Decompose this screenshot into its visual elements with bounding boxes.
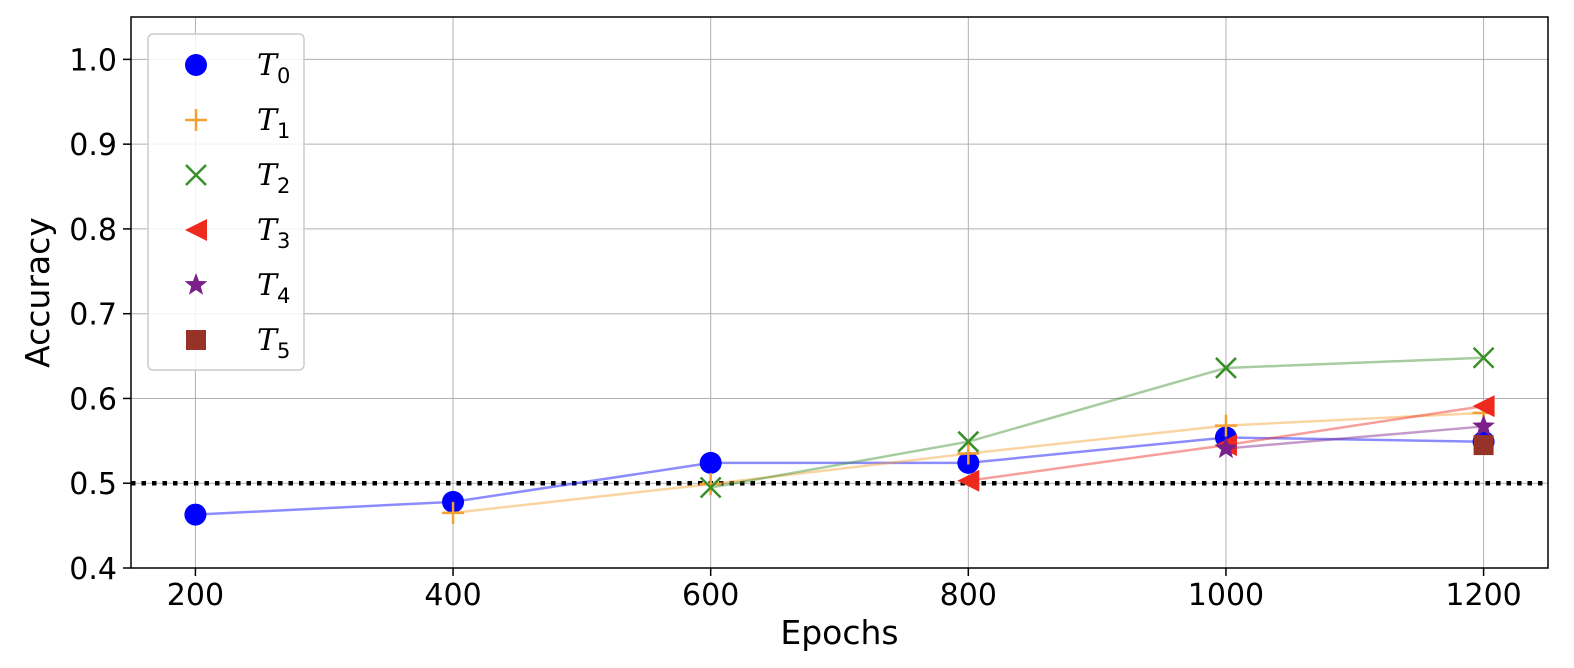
legend-label: T2	[257, 158, 290, 198]
data-point-triangle-left	[1472, 395, 1495, 418]
data-point-x	[957, 430, 980, 453]
data-point-circle	[699, 451, 722, 474]
legend-item: T2	[185, 158, 290, 198]
series-t2	[699, 346, 1495, 499]
legend-label-subscript: 5	[277, 339, 290, 363]
series-line	[1225, 425, 1484, 450]
legend-label: T5	[257, 323, 290, 363]
data-point-plus	[699, 473, 722, 496]
legend-label-symbol: T	[257, 213, 279, 248]
legend-marker-plus	[185, 109, 207, 131]
data-point-plus	[442, 501, 465, 524]
data-point-circle	[442, 490, 465, 513]
data-point-star	[1214, 436, 1238, 459]
y-tick-label: 0.8	[69, 213, 117, 248]
legend-item: T3	[185, 213, 290, 253]
y-tick-label: 0.9	[69, 128, 117, 163]
legend-label: T4	[257, 268, 290, 308]
legend-label: T3	[257, 213, 290, 253]
plot-frame	[130, 16, 1549, 569]
legend-marker-square	[186, 330, 206, 350]
legend-box	[147, 33, 305, 371]
legend-marker-x	[185, 164, 207, 186]
legend-marker-star	[184, 273, 208, 295]
data-point-square	[1473, 435, 1494, 456]
legend-label-symbol: T	[257, 268, 279, 303]
data-point-plus	[957, 442, 980, 465]
data-point-x	[1215, 357, 1237, 379]
series-t5	[1473, 435, 1494, 456]
legend-marker-triangle-left	[185, 219, 207, 241]
series-t1	[442, 401, 1495, 524]
y-tick-label: 0.7	[69, 298, 117, 333]
series-line	[195, 436, 1484, 516]
y-tick-label: 1.0	[69, 43, 117, 78]
series-t4	[1214, 414, 1495, 459]
x-tick-label: 1000	[1188, 578, 1264, 613]
legend-label: T1	[257, 103, 290, 143]
legend-label-subscript: 2	[277, 174, 290, 198]
legend-label: T0	[257, 48, 290, 88]
legend-item: T0	[185, 48, 290, 88]
legend-label-subscript: 1	[277, 119, 290, 143]
y-tick-label: 0.6	[69, 382, 117, 417]
series-group	[184, 346, 1495, 526]
data-point-x	[699, 476, 722, 499]
legend-label-symbol: T	[257, 48, 279, 83]
y-tick-label: 0.5	[69, 467, 117, 502]
data-point-x	[1472, 346, 1495, 369]
y-axis-title: Accuracy	[18, 217, 57, 368]
x-axis-title: Epochs	[780, 613, 898, 652]
data-point-triangle-left	[957, 469, 980, 492]
legend-label-symbol: T	[257, 158, 279, 193]
legend-item: T1	[185, 103, 290, 143]
y-tick-label: 0.4	[69, 552, 117, 587]
legend-label-subscript: 3	[277, 229, 290, 253]
data-point-circle	[184, 503, 207, 526]
x-tick-label: 600	[682, 578, 739, 613]
series-line	[710, 356, 1484, 489]
x-tick-label: 400	[424, 578, 481, 613]
axis-ticks: 200 400 600 800 1000 1200 0.4 0.5 0.6 0.7 0.8 0.9 1.…	[69, 43, 1521, 613]
legend-label-symbol: T	[257, 103, 279, 138]
data-point-star	[1472, 414, 1495, 437]
legend-label-subscript: 4	[277, 284, 290, 308]
x-tick-label: 1200	[1445, 578, 1521, 613]
legend-marker-circle	[185, 54, 207, 76]
legend-item: T4	[184, 268, 290, 308]
legend-label-symbol: T	[257, 323, 279, 358]
legend-label-subscript: 0	[277, 64, 290, 88]
legend-item: T5	[186, 323, 290, 363]
x-tick-label: 800	[940, 578, 997, 613]
data-point-plus	[1214, 414, 1237, 437]
x-tick-label: 200	[167, 578, 224, 613]
